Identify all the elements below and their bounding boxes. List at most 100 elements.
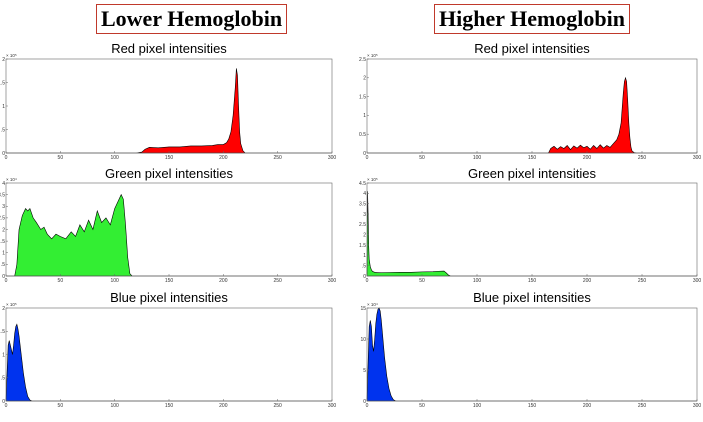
y-exponent-label: × 10⁵ <box>6 302 17 307</box>
y-tick-label: 1 <box>363 113 366 119</box>
x-tick-label: 0 <box>5 403 8 409</box>
y-exponent-label: × 10⁵ <box>367 177 378 182</box>
y-tick-label: 1.5 <box>359 94 366 100</box>
x-tick-label: 100 <box>110 278 119 284</box>
x-tick-label: 150 <box>528 155 537 161</box>
right-red-title: Red pixel intensities <box>474 41 590 56</box>
x-tick-label: 200 <box>219 403 228 409</box>
y-tick-label: 3.5 <box>359 201 366 207</box>
y-tick-label: 10 <box>360 337 366 343</box>
y-tick-label: 2 <box>2 306 5 312</box>
y-tick-label: 0 <box>2 399 5 405</box>
y-tick-label: 2.5 <box>359 222 366 228</box>
left-blue-histogram: 0 50 100 150 200 250 300 0 .5 1 1.5 2× 10⁵ <box>0 302 336 409</box>
x-tick-label: 300 <box>693 278 702 284</box>
axes-box <box>366 182 698 277</box>
x-tick-label: 100 <box>473 278 482 284</box>
y-tick-label: 15 <box>360 306 366 312</box>
lower-hemoglobin-heading: Lower Hemoglobin <box>96 4 288 34</box>
y-tick-label: 4 <box>363 191 366 197</box>
y-tick-label: 0 <box>363 151 366 157</box>
y-exponent-label: × 10⁵ <box>367 53 378 58</box>
y-tick-label: 1 <box>2 104 5 110</box>
x-tick-label: 200 <box>219 155 228 161</box>
right-green-histogram: 0 50 100 150 200 250 300 0 .5 1 1.5 2 2.5 3 3.5 4 4.5× 1… <box>359 177 701 284</box>
x-tick-label: 50 <box>419 155 425 161</box>
right-green-title: Green pixel intensities <box>468 166 596 181</box>
y-tick-label: 3.5 <box>0 192 5 198</box>
y-tick-label: 0 <box>363 399 366 405</box>
y-tick-label: 2 <box>2 227 5 233</box>
x-tick-label: 200 <box>583 278 592 284</box>
left-green-area <box>6 193 332 277</box>
x-tick-label: 50 <box>419 403 425 409</box>
right-blue-area <box>366 307 697 402</box>
y-tick-label: 4 <box>2 181 5 187</box>
y-tick-label: 2 <box>2 57 5 63</box>
y-tick-label: 2.5 <box>0 216 5 222</box>
y-tick-label: 1.5 <box>0 239 5 245</box>
left-green-histogram: 0 50 100 150 200 250 300 0 .5 1 1.5 2 2.5 3 3.5 4× 10⁴ <box>0 177 336 284</box>
y-tick-label: 0 <box>363 274 366 280</box>
y-tick-label: 1.5 <box>359 243 366 249</box>
x-tick-label: 300 <box>693 403 702 409</box>
x-tick-label: 150 <box>528 278 537 284</box>
x-tick-label: 100 <box>110 155 119 161</box>
y-tick-label: 1.5 <box>0 80 5 86</box>
y-tick-label: 0 <box>2 274 5 280</box>
x-tick-label: 200 <box>583 403 592 409</box>
y-tick-label: 3 <box>363 212 366 218</box>
left-red-title: Red pixel intensities <box>111 41 227 56</box>
y-tick-label: .5 <box>362 263 366 269</box>
y-tick-label: 2.5 <box>359 57 366 63</box>
left-green-title: Green pixel intensities <box>105 166 233 181</box>
x-tick-label: 200 <box>583 155 592 161</box>
y-tick-label: 2 <box>363 76 366 82</box>
right-blue-histogram: 0 50 100 150 200 250 300 0 5 10 15× 10⁴ <box>360 302 701 409</box>
x-tick-label: 0 <box>5 278 8 284</box>
right-green-area <box>366 191 697 277</box>
x-tick-label: 50 <box>58 278 64 284</box>
y-tick-label: 1 <box>363 253 366 259</box>
y-exponent-label: × 10⁴ <box>367 302 378 307</box>
x-tick-label: 300 <box>328 278 337 284</box>
y-tick-label: 1.5 <box>0 329 5 335</box>
y-exponent-label: × 10⁵ <box>6 53 17 58</box>
y-tick-label: 3 <box>2 204 5 210</box>
y-tick-label: 0 <box>2 151 5 157</box>
x-tick-label: 300 <box>328 403 337 409</box>
x-tick-label: 300 <box>328 155 337 161</box>
x-tick-label: 0 <box>366 278 369 284</box>
axes-box <box>5 307 333 402</box>
y-tick-label: 1 <box>2 352 5 358</box>
x-tick-label: 250 <box>273 403 282 409</box>
x-tick-label: 250 <box>273 278 282 284</box>
x-tick-label: 100 <box>473 403 482 409</box>
y-tick-label: 4.5 <box>359 181 366 187</box>
x-tick-label: 0 <box>366 155 369 161</box>
x-tick-label: 200 <box>219 278 228 284</box>
x-tick-label: 250 <box>638 278 647 284</box>
x-tick-label: 100 <box>110 403 119 409</box>
y-tick-label: 2 <box>363 232 366 238</box>
higher-hemoglobin-heading: Higher Hemoglobin <box>434 4 630 34</box>
x-tick-label: 0 <box>5 155 8 161</box>
x-tick-label: 150 <box>165 278 174 284</box>
right-red-histogram: 0 50 100 150 200 250 300 0 0.5 1 1.5 2 2.5× 10⁵ <box>359 53 701 161</box>
y-tick-label: 0.5 <box>359 132 366 138</box>
y-tick-label: 1 <box>2 251 5 257</box>
right-blue-title: Blue pixel intensities <box>473 290 591 305</box>
x-tick-label: 250 <box>273 155 282 161</box>
x-tick-label: 100 <box>473 155 482 161</box>
axes-box <box>366 307 698 402</box>
y-tick-label: .5 <box>1 262 5 268</box>
left-blue-area <box>5 323 332 402</box>
left-red-area <box>6 68 332 154</box>
x-tick-label: 150 <box>165 155 174 161</box>
x-tick-label: 150 <box>528 403 537 409</box>
y-tick-label: .5 <box>1 376 5 382</box>
left-blue-title: Blue pixel intensities <box>110 290 228 305</box>
left-red-histogram: 0 50 100 150 200 250 300 0 .5 1 1.5 2× 10⁵ <box>0 53 336 161</box>
x-tick-label: 250 <box>638 403 647 409</box>
x-tick-label: 0 <box>366 403 369 409</box>
